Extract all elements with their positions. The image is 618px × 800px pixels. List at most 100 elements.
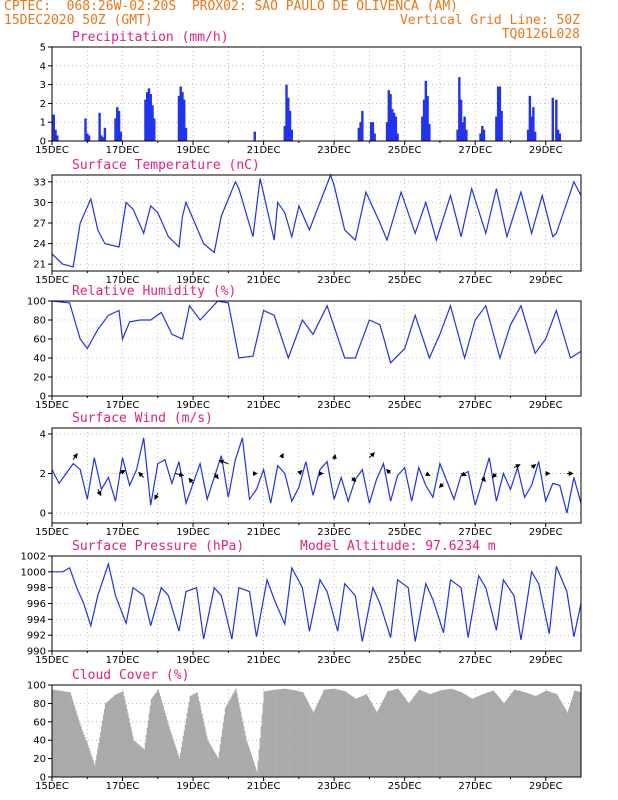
cloud-bar	[497, 696, 499, 777]
cloud-bar	[80, 726, 82, 777]
cloud-bar	[574, 690, 577, 777]
cloud-bar	[523, 692, 525, 777]
cloud-bar	[402, 695, 404, 777]
cloud-bar	[322, 691, 324, 777]
cloud-bar	[569, 703, 572, 777]
cloud-bar	[288, 689, 290, 777]
x-tick-label: 27DEC	[458, 400, 492, 411]
precip-bar	[526, 129, 530, 141]
cloud-bar	[181, 741, 184, 777]
cloud-bar	[297, 691, 299, 777]
cloud-bar	[303, 694, 305, 777]
panel-1: 0 1 2 3 4 5 15DEC 17DEC 19DEC 21DEC 23DEC 25DEC 27DE…	[35, 30, 582, 156]
y-tick-label: 80	[33, 699, 46, 710]
cloud-bar	[381, 702, 383, 777]
cloud-bar	[426, 692, 428, 777]
precip-bar	[357, 127, 361, 141]
wind-arrow	[188, 477, 194, 484]
cloud-bar	[306, 699, 308, 777]
y-tick-label: 80	[33, 316, 46, 327]
cloud-bar	[326, 689, 328, 777]
precip-bar	[533, 131, 537, 141]
cloud-bar	[362, 695, 365, 777]
cloud-bar	[190, 695, 192, 777]
cloud-bar	[53, 689, 56, 777]
cloud-bar	[560, 700, 562, 777]
cloud-bar	[65, 691, 67, 777]
cloud-bar	[177, 752, 179, 777]
precip-bar	[389, 94, 392, 141]
cloud-bar	[311, 708, 313, 777]
cloud-bar	[127, 713, 129, 777]
cloud-bar	[328, 689, 330, 777]
y-tick-label: 990	[27, 647, 46, 658]
cloud-bar	[495, 694, 497, 777]
cloud-bar	[516, 690, 519, 777]
x-tick-label: 27DEC	[458, 781, 492, 792]
cloud-bar	[319, 697, 321, 777]
cloud-bar	[245, 735, 247, 777]
precip-bar	[54, 129, 57, 141]
cloud-bar	[74, 707, 76, 777]
cloud-bar	[200, 709, 202, 777]
cloud-bar	[549, 691, 551, 777]
cloud-bar	[528, 693, 530, 777]
cloud-bar	[425, 692, 427, 777]
cloud-bar	[542, 692, 545, 777]
cloud-bar	[283, 688, 286, 777]
cloud-bar	[445, 689, 447, 777]
cloud-bar	[203, 722, 205, 777]
cloud-bar	[83, 734, 85, 777]
cloud-bar	[169, 729, 171, 777]
cloud-bar	[188, 701, 190, 777]
cloud-bar	[64, 691, 67, 777]
cloud-bar	[400, 692, 402, 777]
cloud-bar	[180, 747, 183, 777]
cloud-bar	[52, 689, 55, 777]
cloud-bar	[263, 691, 265, 777]
cloud-bar	[72, 701, 74, 777]
cloud-bar	[145, 734, 148, 777]
precip-bar	[424, 80, 428, 141]
cloud-bar	[564, 707, 566, 777]
cloud-bar	[58, 690, 61, 777]
panel-subtitle: Model Altitude: 97.6234 m	[300, 539, 496, 554]
header-datetime: 15DEC2020 50Z (GMT)	[4, 13, 153, 28]
cloud-bar	[137, 744, 140, 777]
cloud-bar	[151, 697, 154, 777]
cloud-bar	[462, 692, 464, 777]
cloud-bar	[360, 696, 362, 777]
cloud-bar	[125, 704, 127, 777]
cloud-bar	[185, 718, 187, 777]
cloud-bar	[387, 691, 389, 777]
cloud-bar	[312, 710, 314, 777]
cloud-bar	[210, 745, 212, 777]
cloud-bar	[112, 696, 114, 777]
cloud-bar	[419, 690, 421, 777]
cloud-bar	[567, 709, 570, 777]
y-tick-label: 5	[40, 43, 46, 54]
cloud-bar	[90, 753, 92, 777]
cloud-bar	[468, 697, 471, 777]
wind-arrow	[424, 471, 431, 476]
cloud-bar	[460, 692, 462, 777]
cloud-bar	[476, 696, 478, 777]
cloud-bar	[373, 707, 375, 777]
cloud-bar	[463, 693, 465, 777]
cloud-bar	[247, 746, 250, 777]
cloud-bar	[292, 690, 294, 777]
cloud-bar	[433, 692, 435, 777]
precip-bar	[119, 131, 122, 141]
cloud-bar	[211, 746, 213, 777]
y-tick-label: 27	[33, 219, 46, 230]
cloud-bar	[575, 691, 578, 777]
cloud-bar	[530, 694, 532, 777]
cloud-bar	[214, 753, 217, 777]
cloud-bar	[129, 722, 131, 777]
cloud-bar	[239, 707, 241, 777]
cloud-bar	[578, 691, 581, 777]
y-tick-label: 100	[27, 681, 46, 692]
cloud-bar	[398, 690, 400, 777]
precip-bar	[530, 116, 533, 141]
wind-arrow	[385, 468, 392, 475]
